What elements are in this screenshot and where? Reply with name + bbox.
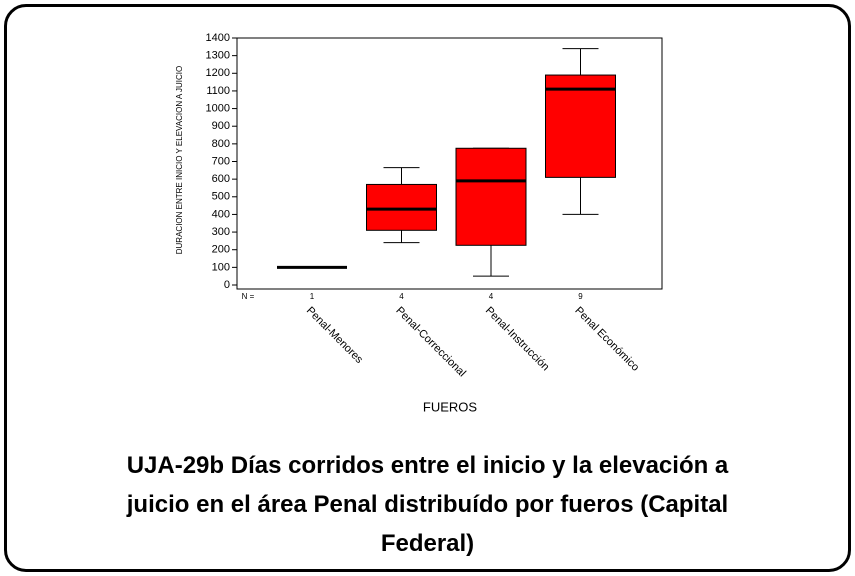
y-tick-label: 1200 — [206, 67, 230, 79]
y-tick-label: 700 — [212, 155, 230, 167]
frame — [4, 4, 851, 572]
y-tick-label: 600 — [212, 173, 230, 185]
n-count: 4 — [399, 292, 404, 301]
x-tick-label: Penal Económico — [572, 305, 641, 374]
y-tick-label: 1100 — [206, 85, 230, 97]
y-tick-label: 200 — [212, 244, 230, 256]
chart: DURACION ENTRE INICIO Y ELEVACION A JUIC… — [175, 32, 663, 414]
y-axis-label: DURACION ENTRE INICIO Y ELEVACION A JUIC… — [175, 66, 184, 254]
y-tick-label: 300 — [212, 226, 230, 238]
plot-frame — [236, 37, 663, 290]
y-tick-label: 0 — [224, 279, 230, 291]
box — [366, 183, 437, 231]
y-tick-label: 500 — [212, 191, 230, 203]
y-tick-label: 800 — [212, 138, 230, 150]
y-tick-label: 400 — [212, 208, 230, 220]
n-count: 4 — [489, 292, 494, 301]
caption: UJA-29b Días corridos entre el inicio y … — [126, 452, 729, 557]
y-tick-label: 100 — [212, 261, 230, 273]
n-count: 9 — [578, 292, 583, 301]
y-tick-label: 1400 — [206, 32, 230, 44]
x-tick-label: Penal-Instrucción — [483, 305, 552, 374]
box — [545, 74, 616, 178]
box — [455, 147, 527, 246]
x-tick-label: Penal-Menores — [304, 305, 366, 367]
y-tick-label: 900 — [212, 120, 230, 132]
y-tick-label: 1300 — [206, 50, 230, 62]
n-count: 1 — [310, 292, 315, 301]
x-axis-label: FUEROS — [423, 399, 478, 414]
n-label: N = — [242, 292, 255, 301]
x-tick-label: Penal-Correccional — [393, 305, 468, 380]
y-tick-label: 1000 — [206, 102, 230, 114]
